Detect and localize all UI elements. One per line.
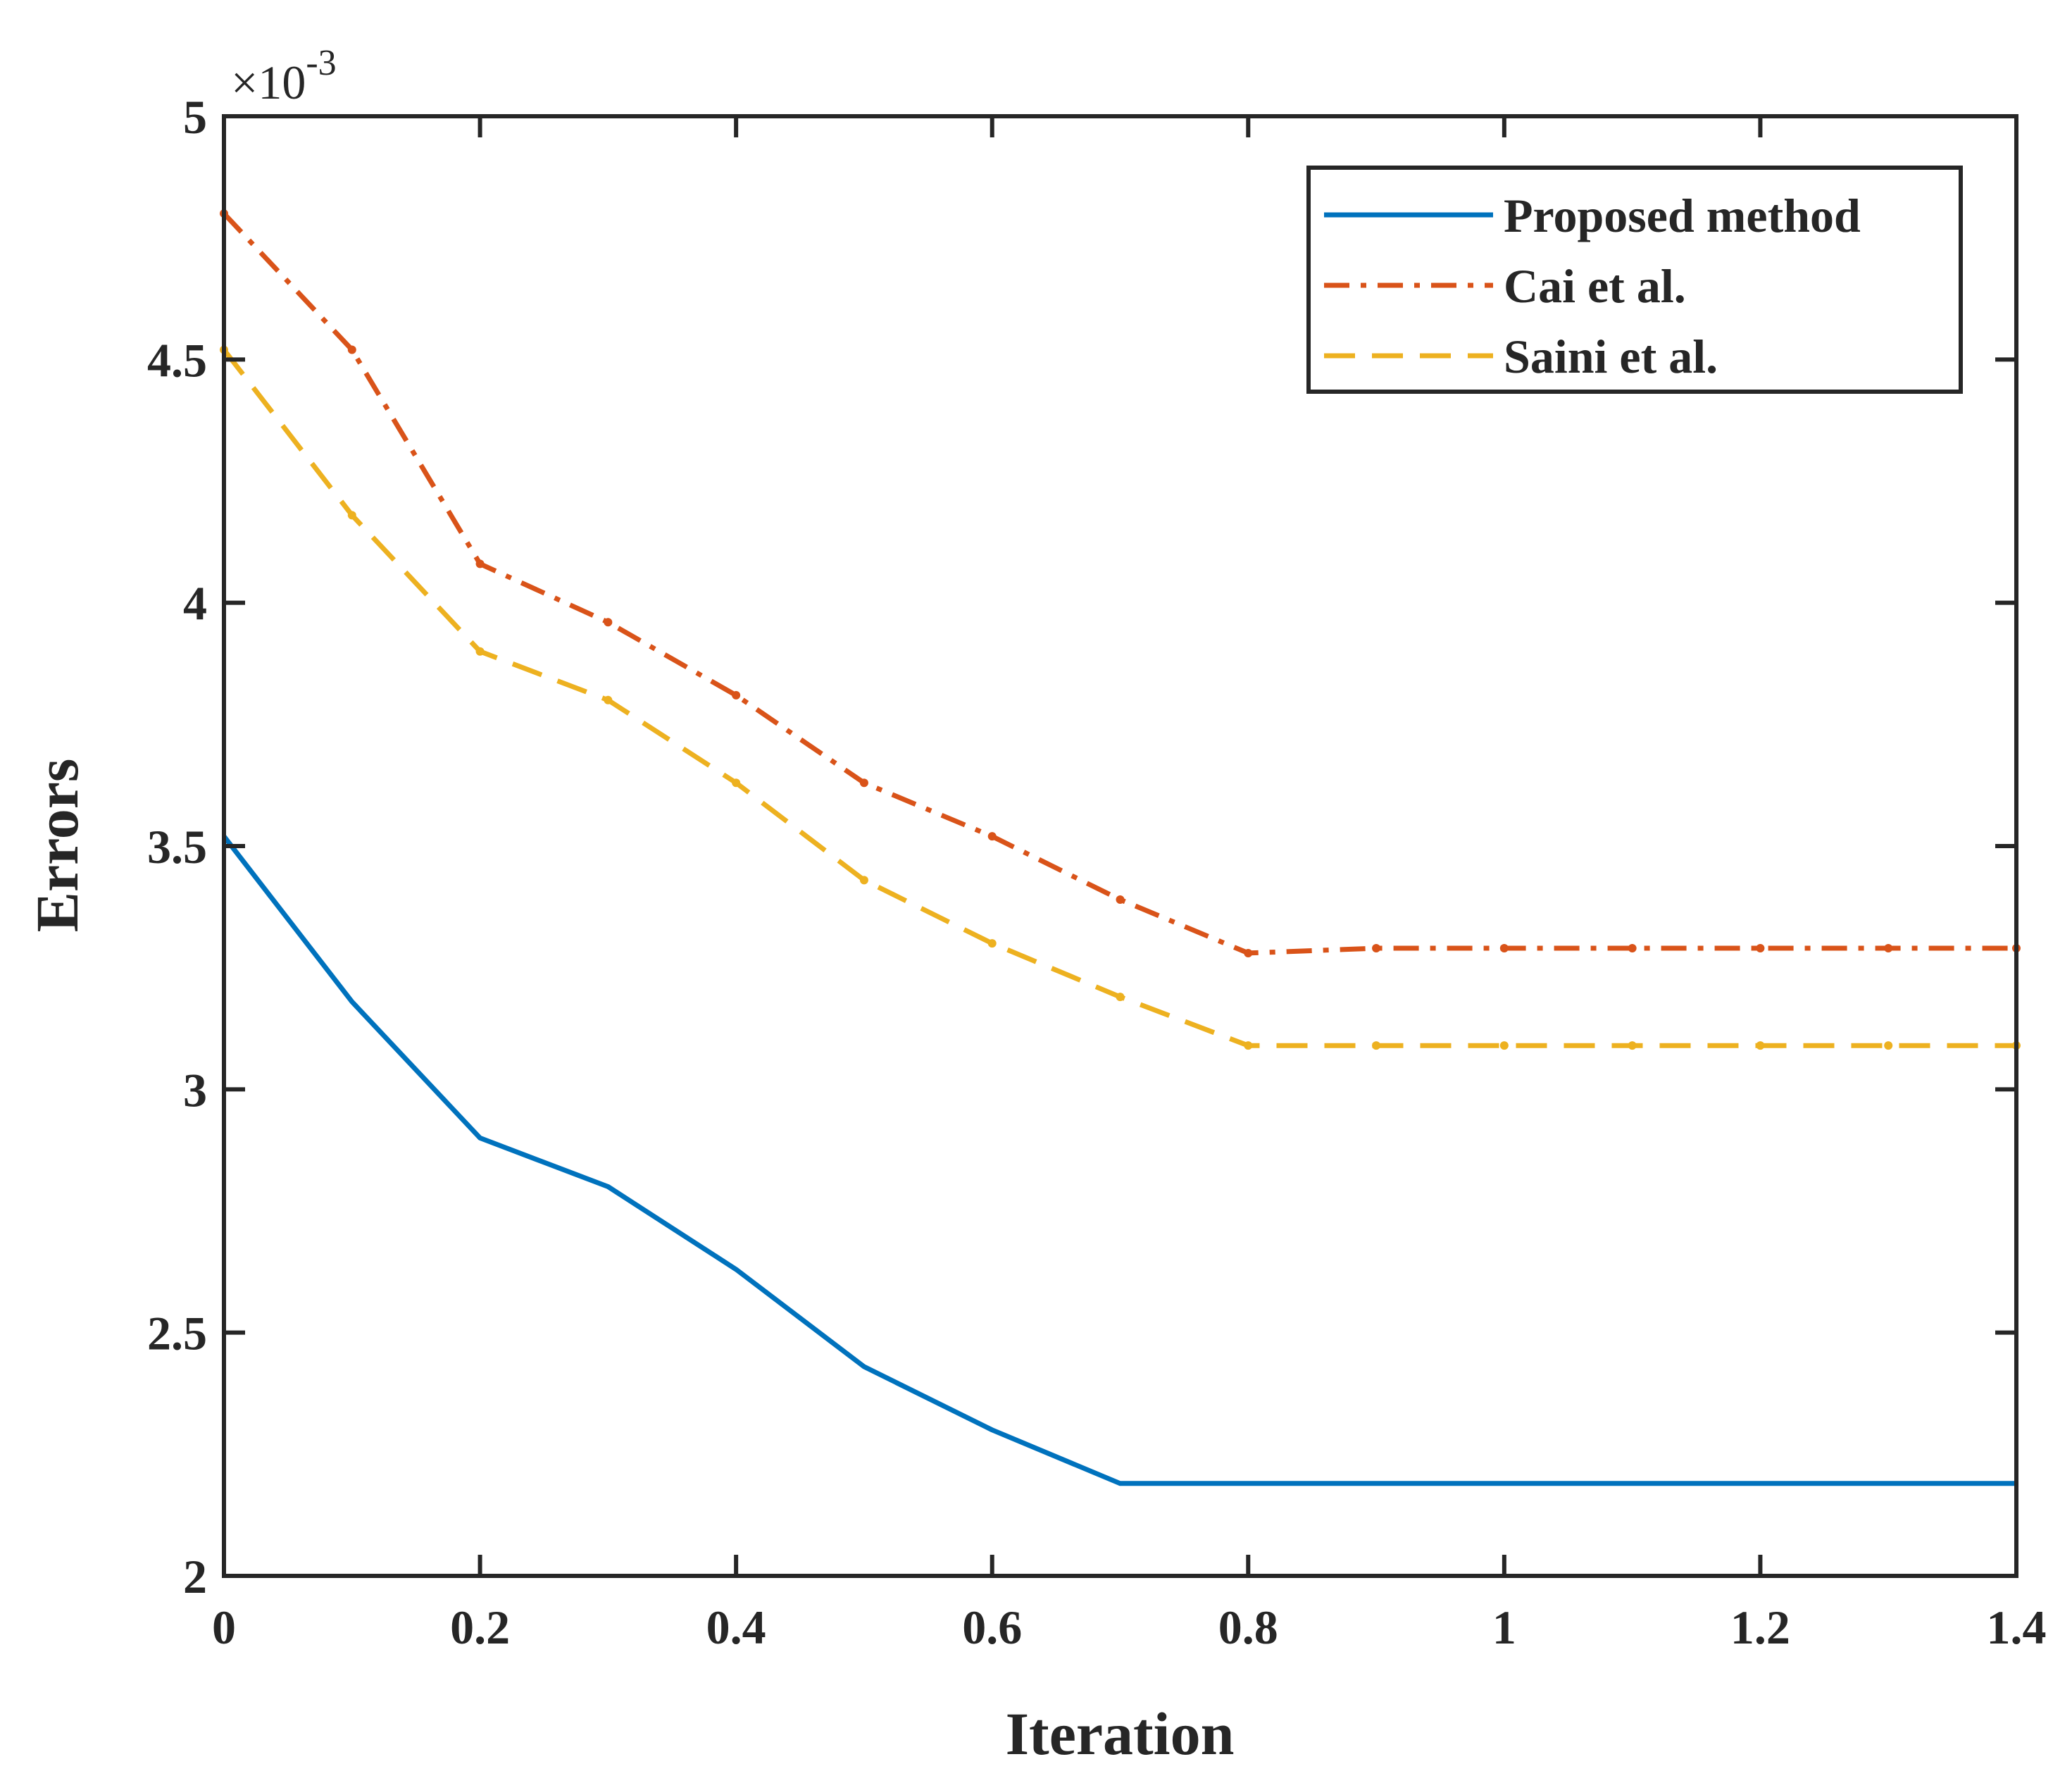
series-1-point-11 bbox=[1628, 944, 1637, 953]
tick-label-layer: 0 0.2 0.4 0.6 0.8 1 1.2 1.4 2 2.5 3 3.5 4 4.5 5 bbox=[147, 90, 2047, 1654]
series-1-point-3 bbox=[604, 618, 613, 627]
y-tick-label-5: 4.5 bbox=[147, 333, 207, 387]
series-2-point-11 bbox=[1628, 1041, 1637, 1050]
x-tick-label-0: 0 bbox=[212, 1601, 236, 1654]
series-1-point-5 bbox=[859, 778, 868, 788]
series-2-point-12 bbox=[1756, 1041, 1765, 1050]
series-1-point-8 bbox=[1244, 948, 1253, 957]
y-tick-label-0: 2 bbox=[183, 1550, 207, 1603]
series-2-point-13 bbox=[1884, 1041, 1893, 1050]
series-1-point-1 bbox=[347, 345, 356, 354]
x-tick-label-5: 1 bbox=[1492, 1601, 1516, 1654]
series-2-point-5 bbox=[859, 876, 868, 885]
series-1-point-4 bbox=[732, 690, 741, 700]
x-tick-label-7: 1.4 bbox=[1987, 1601, 2047, 1654]
legend-items: Proposed method Cai et al. Saini et al. bbox=[1324, 189, 1861, 383]
y-tick-label-4: 4 bbox=[183, 577, 207, 630]
y-tick-label-2: 3 bbox=[183, 1063, 207, 1117]
y-axis-multiplier: ×10-3 bbox=[231, 43, 337, 109]
series-2-point-4 bbox=[732, 778, 741, 788]
multiplier-exponent: -3 bbox=[306, 43, 336, 83]
x-tick-label-2: 0.4 bbox=[706, 1601, 766, 1654]
multiplier-base: ×10 bbox=[231, 56, 306, 109]
series-1-point-2 bbox=[475, 559, 485, 569]
series-2-point-2 bbox=[475, 647, 485, 656]
series-2-point-1 bbox=[347, 511, 356, 520]
x-axis-label: Iteration bbox=[1006, 1700, 1235, 1768]
series-1-point-10 bbox=[1499, 944, 1509, 953]
legend-label-1: Cai et al. bbox=[1504, 259, 1686, 313]
series-2-point-10 bbox=[1499, 1041, 1509, 1050]
x-tick-label-1: 0.2 bbox=[450, 1601, 510, 1654]
series-1-point-7 bbox=[1116, 895, 1125, 904]
x-tick-label-4: 0.8 bbox=[1218, 1601, 1278, 1654]
x-tick-label-6: 1.2 bbox=[1730, 1601, 1790, 1654]
series-1-point-6 bbox=[987, 832, 997, 841]
legend-box bbox=[1306, 166, 1963, 394]
series-2-point-3 bbox=[604, 695, 613, 704]
y-tick-label-6: 5 bbox=[183, 90, 207, 144]
series-2-point-8 bbox=[1244, 1041, 1253, 1050]
series-1-point-13 bbox=[1884, 944, 1893, 953]
series-1-point-12 bbox=[1756, 944, 1765, 953]
tick-layer bbox=[222, 114, 2018, 1578]
x-tick-label-3: 0.6 bbox=[962, 1601, 1022, 1654]
series-2-point-7 bbox=[1116, 993, 1125, 1002]
series-line-0 bbox=[222, 835, 2016, 1486]
legend-label-2: Saini et al. bbox=[1504, 330, 1718, 383]
series-1-point-9 bbox=[1372, 944, 1381, 953]
legend-label-0: Proposed method bbox=[1504, 189, 1861, 242]
legend: Proposed method Cai et al. Saini et al. bbox=[1306, 166, 1963, 394]
y-tick-label-1: 2.5 bbox=[147, 1307, 207, 1360]
series-2-point-6 bbox=[987, 939, 997, 948]
y-axis-label: Errors bbox=[23, 759, 91, 933]
series-layer bbox=[220, 209, 2021, 1486]
series-2-point-9 bbox=[1372, 1041, 1381, 1050]
y-tick-label-3: 3.5 bbox=[147, 820, 207, 874]
